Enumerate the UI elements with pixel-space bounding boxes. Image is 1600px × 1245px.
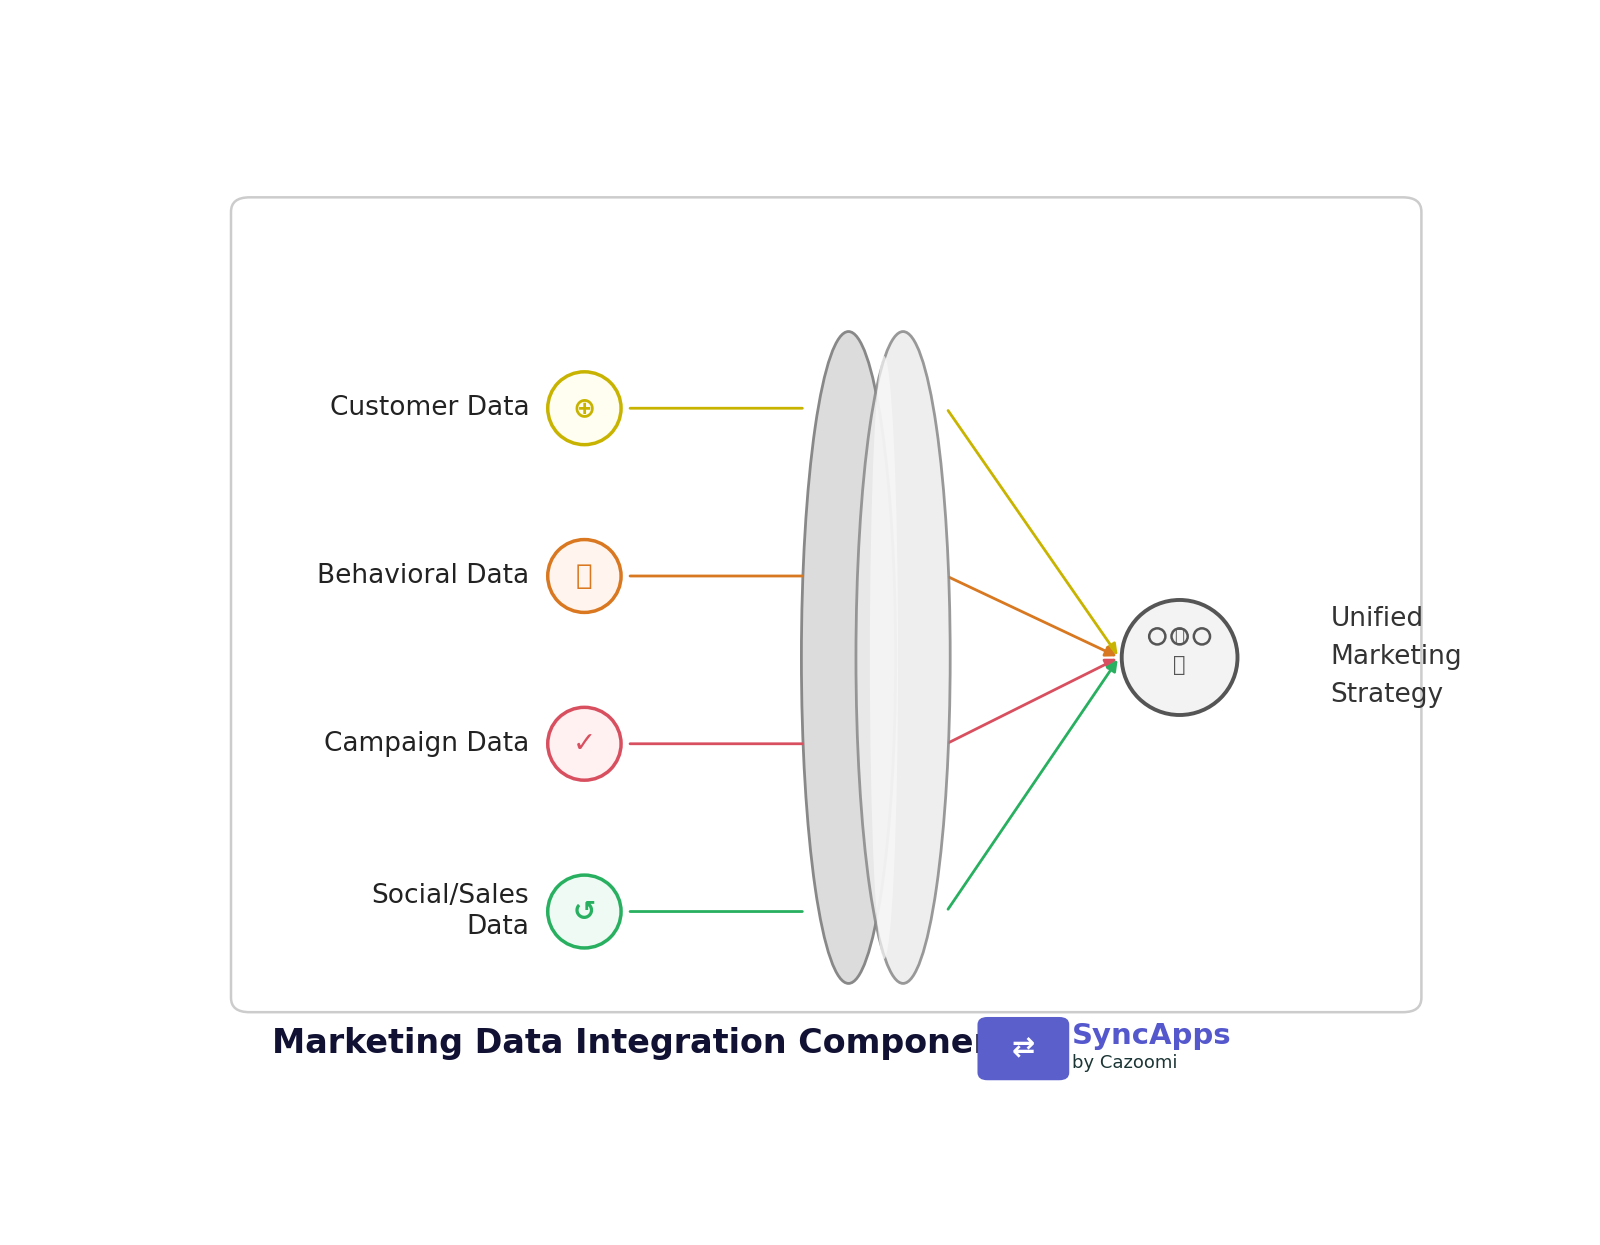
Ellipse shape bbox=[547, 539, 621, 613]
Text: ↺: ↺ bbox=[573, 898, 597, 925]
Ellipse shape bbox=[870, 356, 898, 959]
Text: 🧲: 🧲 bbox=[1173, 655, 1186, 675]
Text: Social/Sales
Data: Social/Sales Data bbox=[371, 883, 530, 940]
Text: SyncApps: SyncApps bbox=[1072, 1022, 1232, 1050]
Text: ⊕: ⊕ bbox=[573, 395, 597, 422]
FancyBboxPatch shape bbox=[230, 198, 1421, 1012]
Text: Unified
Marketing
Strategy: Unified Marketing Strategy bbox=[1331, 606, 1462, 708]
Ellipse shape bbox=[1122, 600, 1237, 715]
Text: ✓: ✓ bbox=[573, 730, 597, 758]
Ellipse shape bbox=[856, 331, 950, 984]
Text: Marketing Data Integration Components: Marketing Data Integration Components bbox=[272, 1027, 1034, 1061]
Text: Campaign Data: Campaign Data bbox=[323, 731, 530, 757]
Text: by Cazoomi: by Cazoomi bbox=[1072, 1055, 1178, 1072]
FancyBboxPatch shape bbox=[978, 1017, 1069, 1081]
Text: 👥: 👥 bbox=[1174, 627, 1184, 645]
Text: Behavioral Data: Behavioral Data bbox=[317, 563, 530, 589]
Text: ⇄: ⇄ bbox=[1011, 1035, 1035, 1063]
Ellipse shape bbox=[547, 372, 621, 444]
Ellipse shape bbox=[547, 707, 621, 781]
Ellipse shape bbox=[547, 875, 621, 947]
Ellipse shape bbox=[802, 331, 896, 984]
Text: 〜: 〜 bbox=[576, 561, 592, 590]
Text: Customer Data: Customer Data bbox=[330, 395, 530, 421]
